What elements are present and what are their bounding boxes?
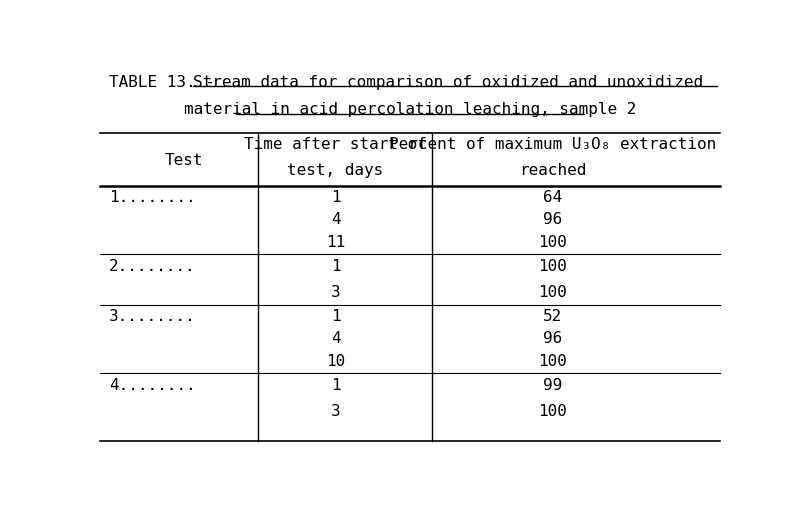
Text: Test: Test [165,153,203,168]
Text: 4........: 4........ [110,378,196,393]
Text: 52: 52 [543,309,562,324]
Text: test, days: test, days [287,163,384,177]
Text: 1: 1 [330,309,341,324]
Text: material in acid percolation leaching, sample 2: material in acid percolation leaching, s… [184,102,636,117]
Text: Percent of maximum U₃O₈ extraction: Percent of maximum U₃O₈ extraction [389,137,716,152]
Text: 3: 3 [330,404,341,419]
Text: Time after start of: Time after start of [244,137,427,152]
Text: 96: 96 [543,212,562,228]
Text: TABLE 13. -: TABLE 13. - [110,75,225,90]
Text: 96: 96 [543,332,562,346]
Text: 100: 100 [538,354,567,369]
Text: 4: 4 [330,212,341,228]
Text: 1: 1 [330,378,341,393]
Text: 100: 100 [538,235,567,250]
Text: 100: 100 [538,404,567,419]
Text: 99: 99 [543,378,562,393]
Text: 2........: 2........ [110,259,196,274]
Text: 1........: 1........ [110,190,196,205]
Text: 64: 64 [543,190,562,205]
Text: 3: 3 [330,284,341,300]
Text: 11: 11 [326,235,346,250]
Text: 100: 100 [538,284,567,300]
Text: reached: reached [519,163,586,177]
Text: 100: 100 [538,259,567,274]
Text: 1: 1 [330,190,341,205]
Text: 3........: 3........ [110,309,196,324]
Text: 10: 10 [326,354,346,369]
Text: Stream data for comparison of oxidized and unoxidized: Stream data for comparison of oxidized a… [193,75,703,90]
Text: 4: 4 [330,332,341,346]
Text: 1: 1 [330,259,341,274]
